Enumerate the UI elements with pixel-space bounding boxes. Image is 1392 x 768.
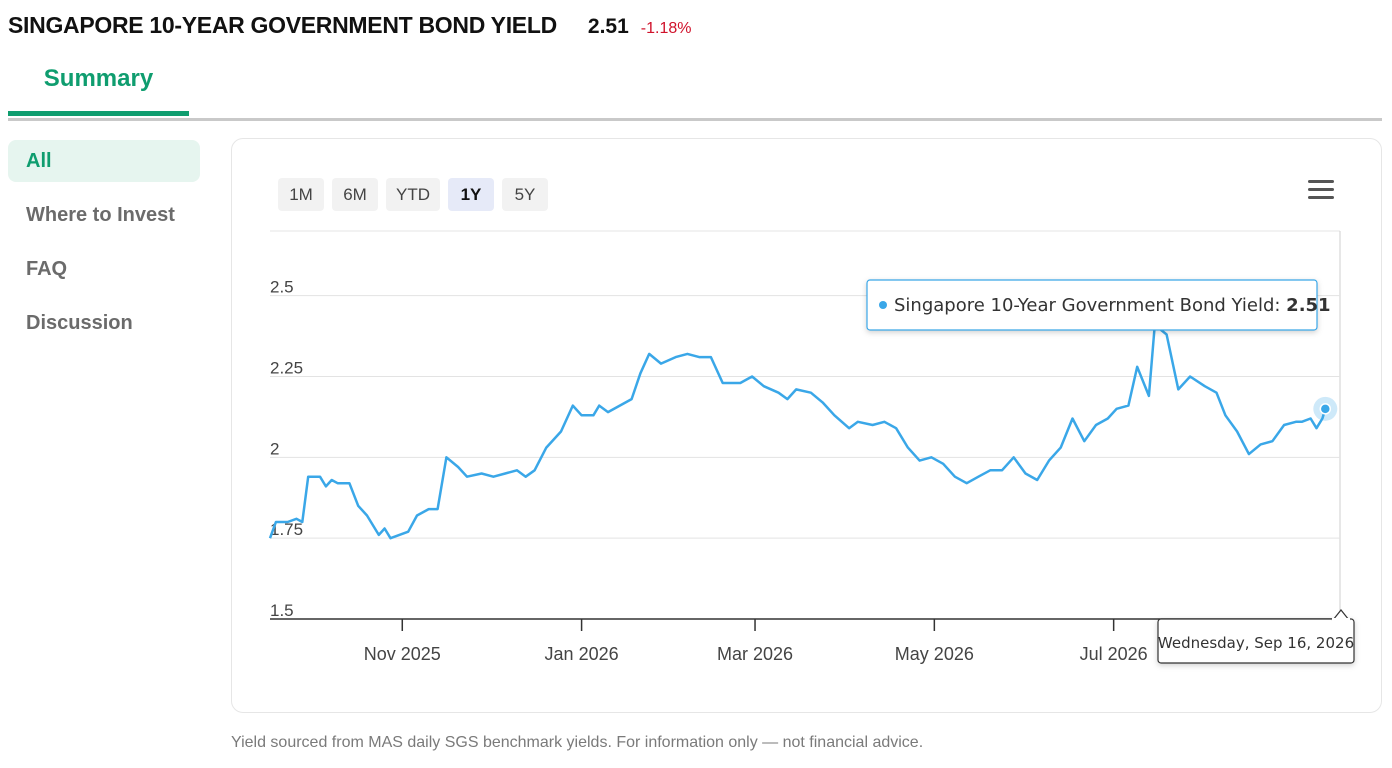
sidebar-item-discussion[interactable]: Discussion [26,311,133,334]
tooltip-box [866,279,1318,331]
tooltip-series-dot [879,301,887,309]
hamburger-menu-icon[interactable] [1306,180,1336,206]
sidebar: All Where to Invest FAQ Discussion [8,140,200,356]
sidebar-item-where-to-invest[interactable]: Where to Invest [26,203,175,226]
range-1y-button[interactable]: 1Y [448,178,494,211]
chart-card [231,138,1382,713]
sidebar-item-faq[interactable]: FAQ [26,257,68,280]
tooltip-series-label: Singapore 10-Year Government Bond Yield: [894,295,1286,316]
y-tick-label: 1.75 [270,520,303,539]
x-tick-label: Jan 2026 [545,644,619,664]
sidebar-item-all[interactable]: All [8,140,200,182]
yield-change: -1.18% [640,20,692,37]
date-label-box [1157,618,1355,664]
current-yield: 2.51 [587,15,629,38]
tab-summary[interactable]: Summary [8,58,189,116]
range-6m-button[interactable]: 6M [332,178,378,211]
y-tick-label: 2 [270,439,279,458]
series-line [268,323,1327,540]
x-tick-label: May 2026 [895,644,974,664]
footnote: Yield sourced from MAS daily SGS benchma… [231,734,924,751]
page-title: SINGAPORE 10-YEAR GOVERNMENT BOND YIELD [8,12,557,38]
range-ytd-button[interactable]: YTD [386,178,440,211]
x-tick-label: Mar 2026 [717,644,793,664]
range-1m-button[interactable]: 1M [278,178,324,211]
range-5y-button[interactable]: 5Y [502,178,548,211]
page-header: SINGAPORE 10-YEAR GOVERNMENT BOND YIELD … [8,12,691,42]
tooltip-text: Singapore 10-Year Government Bond Yield:… [894,295,1331,316]
y-tick-label: 2.25 [270,359,303,378]
date-label-pointer-mask [1332,618,1350,622]
x-tick-label: Jul 2026 [1080,644,1148,664]
range-selector: 1M 6M YTD 1Y 5Y [278,178,548,211]
tooltip-value: 2.51 [1286,295,1330,316]
hover-point [1319,403,1332,415]
tab-bar: Summary [8,58,1382,121]
x-tick-label: Nov 2025 [364,644,441,664]
y-tick-label: 1.5 [270,601,294,620]
y-tick-label: 2.5 [270,278,294,297]
date-label-text: Wednesday, Sep 16, 2026 [1158,634,1354,652]
